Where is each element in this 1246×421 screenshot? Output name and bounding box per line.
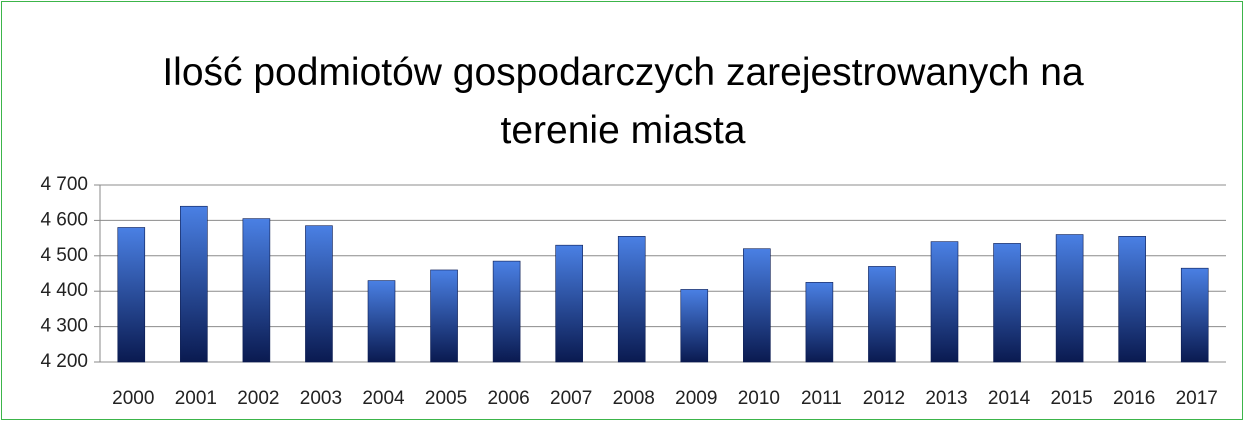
x-tick-label: 2013 xyxy=(925,388,967,409)
y-tick-label: 4 400 xyxy=(40,280,88,301)
bar xyxy=(743,248,771,363)
bar xyxy=(1118,236,1146,363)
bar xyxy=(993,243,1021,363)
x-tick-label: 2003 xyxy=(300,388,342,409)
y-tick-label: 4 600 xyxy=(40,209,88,230)
bar xyxy=(367,280,396,363)
y-tick-label: 4 700 xyxy=(40,174,88,195)
x-tick-label: 2012 xyxy=(863,388,905,409)
x-tick-label: 2010 xyxy=(738,388,780,409)
bar xyxy=(680,289,709,363)
x-tick-label: 2002 xyxy=(237,388,279,409)
x-tick-label: 2001 xyxy=(175,388,217,409)
x-tick-label: 2016 xyxy=(1113,388,1155,409)
bar xyxy=(492,260,521,363)
y-tick-label: 4 300 xyxy=(40,316,88,337)
bar xyxy=(930,241,959,363)
x-tick-label: 2014 xyxy=(988,388,1031,409)
x-tick-label: 2008 xyxy=(613,388,655,409)
x-tick-label: 2011 xyxy=(801,388,842,409)
bar xyxy=(868,266,896,363)
bar xyxy=(1055,234,1084,363)
chart-title: Ilość podmiotów gospodarczych zarejestro… xyxy=(162,51,1084,152)
y-tick-label: 4 200 xyxy=(40,351,88,372)
x-tick-label: 2009 xyxy=(675,388,717,409)
bar xyxy=(180,205,208,363)
bar xyxy=(305,225,333,363)
bar xyxy=(617,236,646,363)
x-tick-label: 2007 xyxy=(550,388,592,409)
bar xyxy=(117,227,146,363)
bar xyxy=(805,282,834,363)
x-tick-label: 2015 xyxy=(1050,388,1092,409)
x-tick-label: 2006 xyxy=(487,388,529,409)
bar xyxy=(430,269,458,363)
y-tick-label: 4 500 xyxy=(40,245,88,266)
bar xyxy=(1180,267,1209,363)
x-tick-label: 2017 xyxy=(1176,388,1218,409)
bar xyxy=(555,244,583,363)
x-tick-label: 2005 xyxy=(425,388,467,409)
x-tick-label: 2000 xyxy=(112,388,154,409)
bar xyxy=(242,218,271,363)
x-tick-label: 2004 xyxy=(362,388,405,409)
